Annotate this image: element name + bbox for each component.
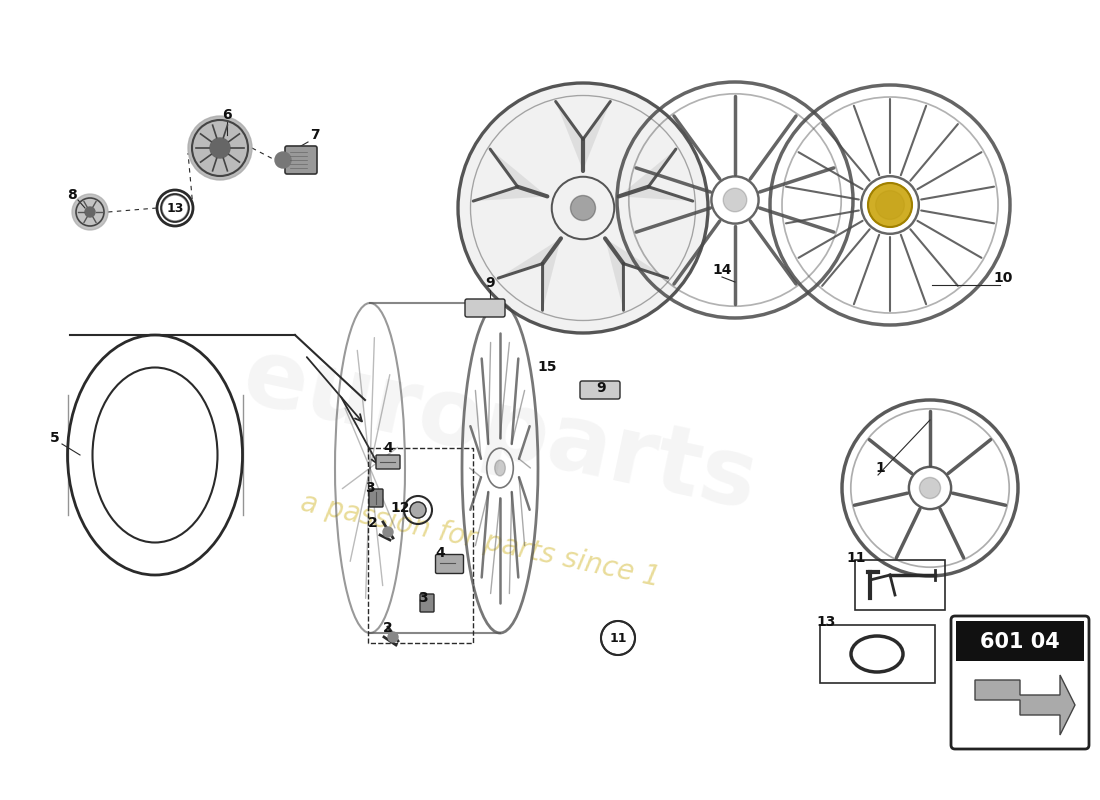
Text: 7: 7	[310, 128, 320, 142]
Circle shape	[920, 478, 940, 498]
FancyBboxPatch shape	[952, 616, 1089, 749]
Circle shape	[723, 188, 747, 212]
Text: 14: 14	[713, 263, 732, 277]
Text: 2: 2	[383, 621, 393, 635]
Text: 4: 4	[436, 546, 444, 560]
Ellipse shape	[495, 460, 505, 476]
Text: 4: 4	[383, 441, 393, 455]
FancyBboxPatch shape	[368, 489, 383, 507]
Text: a passion for parts since 1: a passion for parts since 1	[298, 488, 662, 592]
Circle shape	[876, 190, 904, 219]
Polygon shape	[583, 102, 610, 170]
Polygon shape	[473, 186, 548, 201]
FancyBboxPatch shape	[285, 146, 317, 174]
Circle shape	[72, 194, 108, 230]
Text: 15: 15	[537, 360, 557, 374]
FancyBboxPatch shape	[420, 594, 434, 612]
Circle shape	[388, 632, 398, 642]
Polygon shape	[618, 149, 675, 197]
Circle shape	[868, 183, 912, 227]
Polygon shape	[498, 238, 561, 278]
Text: 13: 13	[816, 615, 836, 629]
Text: 5: 5	[51, 431, 59, 445]
Text: 1: 1	[876, 461, 884, 475]
Polygon shape	[618, 186, 693, 201]
FancyBboxPatch shape	[580, 381, 620, 399]
Text: 6: 6	[222, 108, 232, 122]
Circle shape	[85, 207, 95, 217]
Polygon shape	[605, 238, 624, 310]
Text: 11: 11	[846, 551, 866, 565]
Circle shape	[571, 195, 595, 221]
Text: europarts: europarts	[235, 330, 764, 530]
Text: 9: 9	[485, 276, 495, 290]
Text: 3: 3	[418, 591, 428, 605]
Polygon shape	[556, 102, 583, 170]
Circle shape	[188, 116, 252, 180]
Circle shape	[383, 527, 393, 537]
Polygon shape	[542, 238, 561, 310]
Text: 2: 2	[368, 516, 378, 530]
Text: 12: 12	[390, 501, 409, 515]
Text: 601 04: 601 04	[980, 632, 1060, 652]
FancyBboxPatch shape	[436, 554, 463, 574]
Circle shape	[458, 83, 708, 333]
Polygon shape	[975, 675, 1075, 735]
Text: 11: 11	[609, 631, 627, 645]
FancyBboxPatch shape	[956, 621, 1084, 661]
Text: 8: 8	[67, 188, 77, 202]
Polygon shape	[491, 149, 548, 197]
Circle shape	[275, 152, 292, 168]
Circle shape	[210, 138, 230, 158]
FancyBboxPatch shape	[376, 455, 400, 469]
Polygon shape	[605, 238, 668, 278]
Text: 13: 13	[166, 202, 184, 214]
Circle shape	[410, 502, 426, 518]
Text: 10: 10	[993, 271, 1013, 285]
Text: 3: 3	[365, 481, 375, 495]
FancyBboxPatch shape	[465, 299, 505, 317]
Text: 9: 9	[596, 381, 606, 395]
